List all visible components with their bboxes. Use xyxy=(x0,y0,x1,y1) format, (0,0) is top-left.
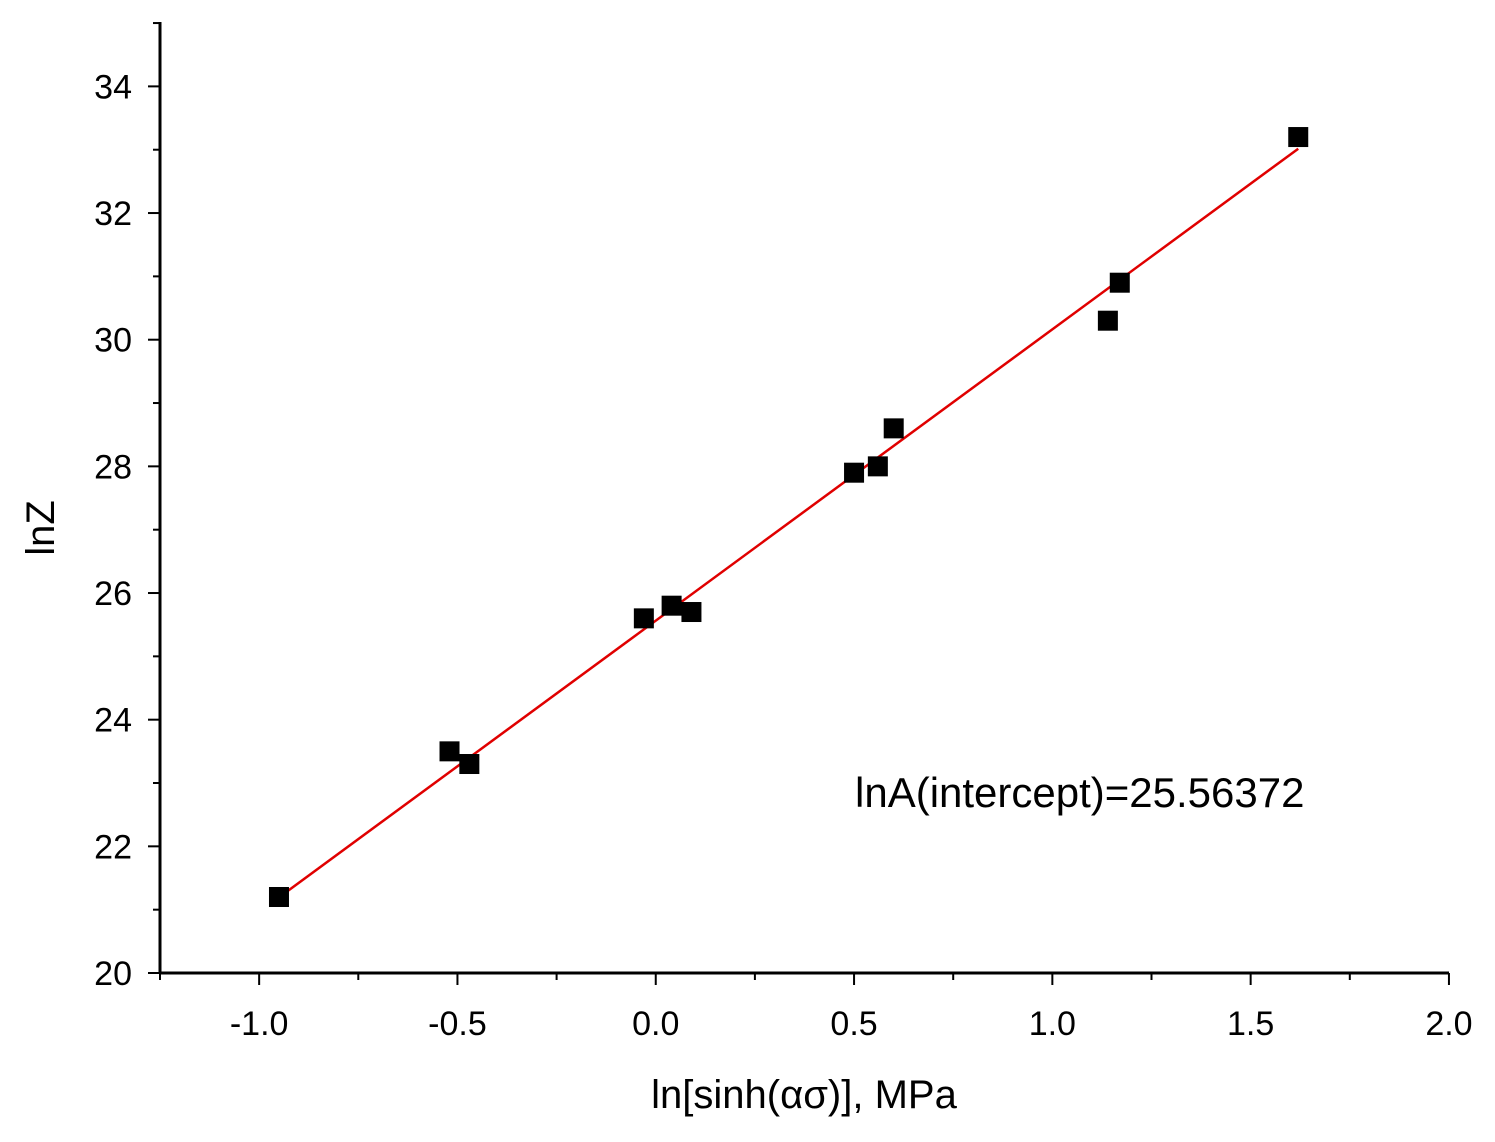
data-point xyxy=(681,602,702,623)
x-tick-label: -0.5 xyxy=(428,1005,487,1043)
data-point xyxy=(268,887,289,908)
data-point xyxy=(459,754,480,775)
x-tick-label: 0.5 xyxy=(830,1005,877,1043)
y-axis-title: lnZ xyxy=(19,500,63,556)
x-tick-label: -1.0 xyxy=(230,1005,289,1043)
x-tick-label: 2.0 xyxy=(1425,1005,1472,1043)
y-tick-label: 34 xyxy=(94,68,132,106)
data-point xyxy=(439,741,460,762)
y-tick-label: 20 xyxy=(94,955,132,993)
x-axis-title: ln[sinh(ασ)], MPa xyxy=(651,1073,957,1117)
data-point xyxy=(1288,127,1309,148)
x-tick-label: 0.0 xyxy=(632,1005,679,1043)
y-axis-ticks: 20 22 24 26 28 30 32 34 xyxy=(94,22,160,993)
y-tick-label: 32 xyxy=(94,195,132,233)
x-tick-label: 1.0 xyxy=(1029,1005,1076,1043)
data-point xyxy=(1097,310,1118,331)
y-tick-label: 28 xyxy=(94,448,132,486)
data-point xyxy=(633,608,654,629)
y-tick-label: 26 xyxy=(94,575,132,613)
data-points xyxy=(268,127,1309,908)
y-tick-label: 24 xyxy=(94,702,132,740)
data-point xyxy=(844,462,865,483)
y-tick-label: 30 xyxy=(94,322,132,360)
data-point xyxy=(1109,272,1130,293)
x-axis-ticks: -1.0 -0.5 0.0 0.5 1.0 1.5 2.0 xyxy=(159,973,1473,1043)
x-tick-label: 1.5 xyxy=(1227,1005,1274,1043)
y-tick-label: 22 xyxy=(94,828,132,866)
annotation-text: lnA(intercept)=25.56372 xyxy=(855,769,1304,816)
data-point xyxy=(661,595,682,616)
data-point xyxy=(867,456,888,477)
data-point xyxy=(883,418,904,439)
